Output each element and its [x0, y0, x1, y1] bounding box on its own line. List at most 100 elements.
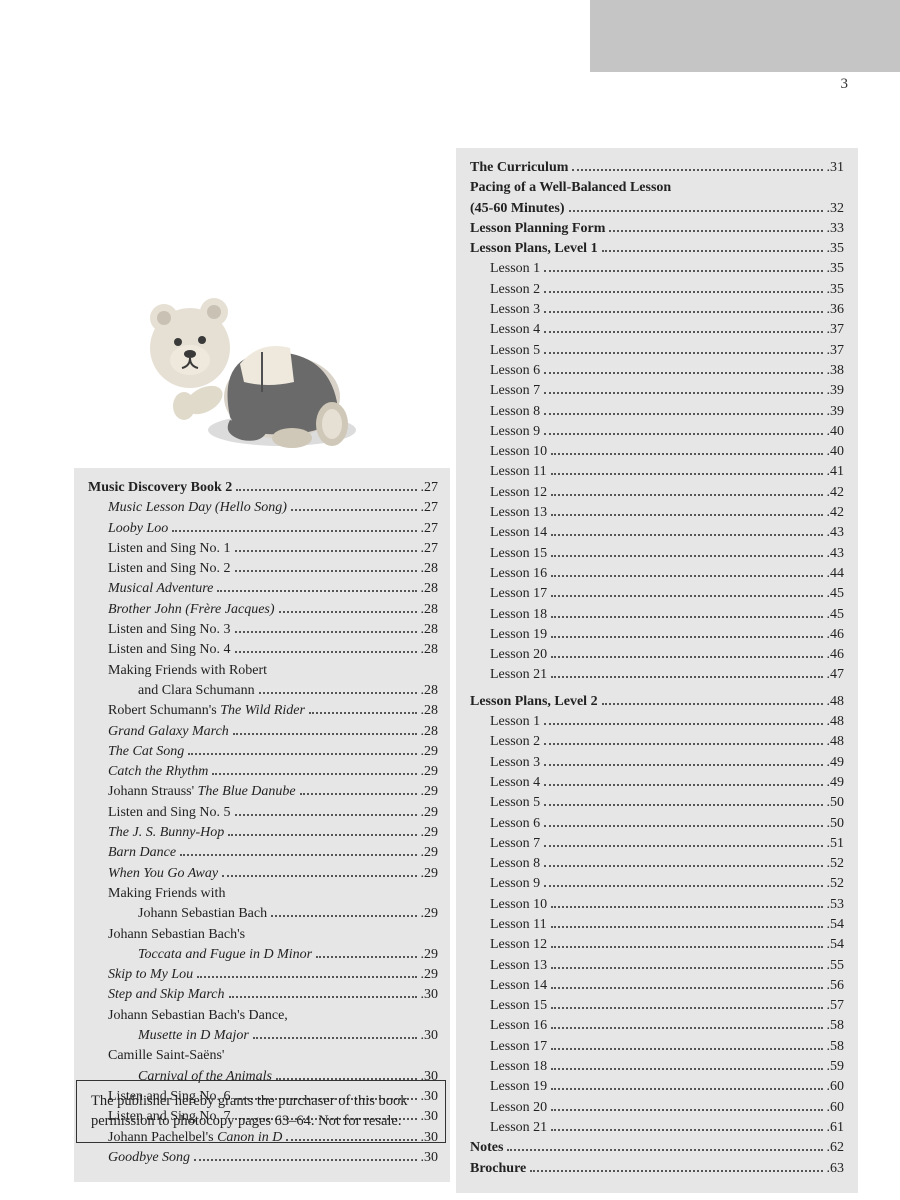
toc-row: Toccata and Fugue in D Minor.29: [88, 945, 438, 965]
toc-row: Lesson 12.54: [490, 935, 844, 955]
toc-title: Music Lesson Day (Hello Song): [108, 498, 287, 518]
toc-title: Camille Saint-Saëns': [108, 1046, 224, 1066]
toc-page: .52: [827, 874, 845, 894]
toc-title: Lesson 16: [490, 1016, 547, 1036]
toc-leader-dots: [551, 1129, 822, 1131]
toc-row: Pacing of a Well-Balanced Lesson: [470, 178, 844, 198]
toc-leader-dots: [551, 656, 822, 658]
toc-row: Johann Sebastian Bach.29: [88, 904, 438, 924]
toc-page: .46: [827, 645, 845, 665]
toc-row: Listen and Sing No. 1.27: [88, 539, 438, 559]
toc-title: Grand Galaxy March: [108, 722, 229, 742]
toc-title: Robert Schumann's The Wild Rider: [108, 701, 305, 721]
toc-title: Johann Sebastian Bach's: [108, 925, 245, 945]
bear-illustration: [112, 262, 362, 472]
toc-leader-dots: [551, 616, 822, 618]
toc-leader-dots: [235, 570, 417, 572]
toc-leader-dots: [544, 311, 822, 313]
toc-row: Lesson 14.43: [490, 523, 844, 543]
toc-row: When You Go Away.29: [88, 864, 438, 884]
toc-page: .57: [827, 996, 845, 1016]
toc-title: Brother John (Frère Jacques): [108, 600, 275, 620]
toc-page: .27: [421, 498, 439, 518]
toc-row: Skip to My Lou.29: [88, 965, 438, 985]
toc-row: Lesson 10.40: [490, 442, 844, 462]
toc-page: .59: [827, 1057, 845, 1077]
toc-page: .29: [421, 803, 439, 823]
toc-leader-dots: [544, 825, 822, 827]
toc-title: Lesson 19: [490, 1077, 547, 1097]
toc-row: Lesson 17.45: [490, 584, 844, 604]
toc-page: .29: [421, 904, 439, 924]
toc-page: .61: [827, 1118, 845, 1138]
toc-leader-dots: [551, 926, 823, 928]
toc-page: .41: [827, 462, 845, 482]
toc-leader-dots: [253, 1037, 417, 1039]
toc-leader-dots: [544, 331, 822, 333]
toc-leader-dots: [551, 555, 822, 557]
toc-leader-dots: [217, 590, 416, 592]
toc-title: Step and Skip March: [108, 985, 225, 1005]
toc-page: .30: [421, 1148, 439, 1168]
toc-leader-dots: [544, 723, 822, 725]
toc-row: Lesson 19.46: [490, 625, 844, 645]
toc-row: Musical Adventure.28: [88, 579, 438, 599]
toc-title: Goodbye Song: [108, 1148, 190, 1168]
toc-row: Lesson 14.56: [490, 976, 844, 996]
toc-title: Catch the Rhythm: [108, 762, 208, 782]
toc-title: Lesson 18: [490, 1057, 547, 1077]
toc-leader-dots: [551, 514, 822, 516]
toc-leader-dots: [222, 875, 416, 877]
toc-title: Lesson 9: [490, 422, 540, 442]
toc-title: Skip to My Lou: [108, 965, 193, 985]
toc-row: Lesson 7.51: [490, 834, 844, 854]
toc-row: Listen and Sing No. 5.29: [88, 803, 438, 823]
toc-leader-dots: [194, 1159, 416, 1161]
toc-row: Lesson 13.55: [490, 956, 844, 976]
toc-title: Lesson Plans, Level 2: [470, 692, 598, 712]
toc-page: .54: [827, 915, 845, 935]
toc-page: .27: [421, 539, 439, 559]
toc-row: Musette in D Major.30: [88, 1026, 438, 1046]
toc-leader-dots: [544, 743, 822, 745]
toc-title: Listen and Sing No. 4: [108, 640, 231, 660]
toc-row: Step and Skip March.30: [88, 985, 438, 1005]
toc-page: .27: [421, 478, 439, 498]
toc-row: Lesson 6.38: [490, 361, 844, 381]
toc-row: Brother John (Frère Jacques).28: [88, 600, 438, 620]
toc-page: .47: [827, 665, 845, 685]
toc-leader-dots: [229, 996, 417, 998]
toc-title: Looby Loo: [108, 519, 168, 539]
toc-leader-dots: [551, 987, 822, 989]
toc-title: Lesson 5: [490, 793, 540, 813]
toc-leader-dots: [197, 976, 416, 978]
toc-page: .29: [421, 823, 439, 843]
toc-title: Lesson 20: [490, 645, 547, 665]
toc-leader-dots: [544, 270, 822, 272]
toc-row: Looby Loo.27: [88, 519, 438, 539]
toc-leader-dots: [551, 473, 823, 475]
toc-page: .28: [421, 681, 439, 701]
permission-notice-box: The publisher hereby grants the purchase…: [76, 1080, 446, 1143]
toc-row: Lesson 12.42: [490, 483, 844, 503]
toc-page: .30: [421, 1026, 439, 1046]
toc-title: Lesson 11: [490, 462, 547, 482]
toc-title: Lesson 17: [490, 1037, 547, 1057]
toc-title: Lesson 1: [490, 712, 540, 732]
toc-title: Lesson 15: [490, 544, 547, 564]
toc-title: Lesson 6: [490, 361, 540, 381]
toc-row: Lesson Plans, Level 2.48: [470, 692, 844, 712]
toc-row: Lesson 3.36: [490, 300, 844, 320]
toc-page: .28: [421, 579, 439, 599]
toc-title: Lesson 21: [490, 1118, 547, 1138]
toc-row: Lesson 6.50: [490, 814, 844, 834]
toc-page: .49: [827, 753, 845, 773]
lesson-sublist: Lesson 1.48Lesson 2.48Lesson 3.49Lesson …: [470, 712, 844, 1138]
toc-leader-dots: [551, 575, 822, 577]
toc-page: .29: [421, 762, 439, 782]
toc-row: Lesson 20.60: [490, 1098, 844, 1118]
toc-leader-dots: [551, 1068, 822, 1070]
toc-leader-dots: [544, 885, 822, 887]
toc-leader-dots: [180, 854, 416, 856]
toc-row: Brochure.63: [470, 1159, 844, 1179]
